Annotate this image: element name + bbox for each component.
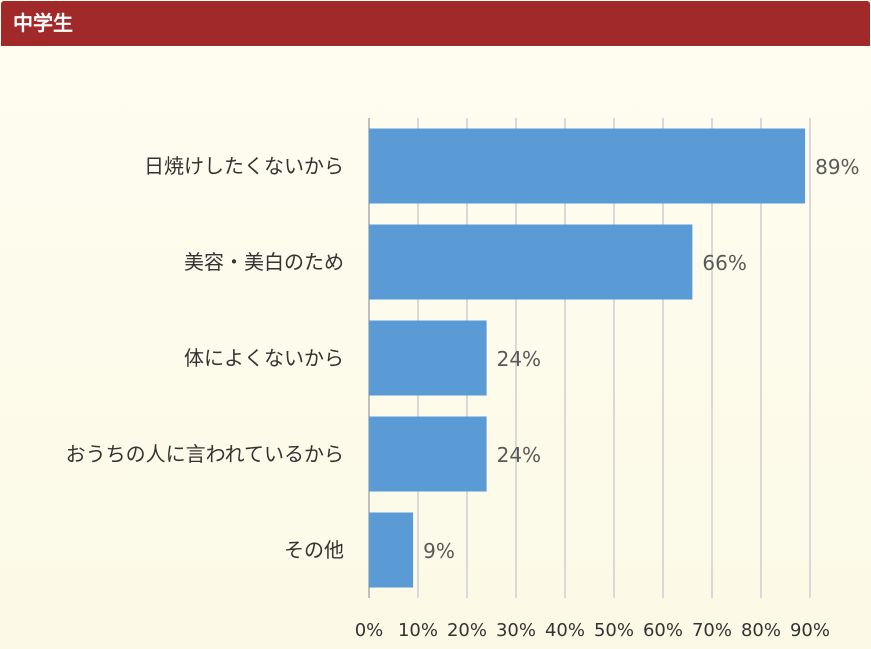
x-tick-label: 60% bbox=[643, 620, 683, 641]
x-tick-label: 50% bbox=[594, 620, 634, 641]
chart-bars bbox=[369, 128, 806, 588]
section-header: 中学生 bbox=[1, 1, 870, 46]
category-label: 美容・美白のため bbox=[184, 250, 344, 274]
category-labels: 日焼けしたくないから美容・美白のため体によくないからおうちの人に言われているから… bbox=[66, 154, 344, 562]
bar bbox=[369, 128, 806, 204]
value-labels: 89% 66% 24% 24% 9% bbox=[423, 155, 859, 563]
x-tick-label: 80% bbox=[741, 620, 781, 641]
value-label: 66% bbox=[702, 251, 746, 275]
x-tick-label: 10% bbox=[398, 620, 438, 641]
x-tick-label: 0% bbox=[355, 620, 384, 641]
x-tick-label: 70% bbox=[692, 620, 732, 641]
x-tick-label: 20% bbox=[447, 620, 487, 641]
category-label: 日焼けしたくないから bbox=[144, 154, 344, 178]
bar bbox=[369, 224, 693, 300]
value-label: 24% bbox=[497, 443, 541, 467]
x-tick-label: 90% bbox=[790, 620, 830, 641]
value-label: 9% bbox=[423, 539, 455, 563]
category-label: 体によくないから bbox=[184, 346, 344, 370]
x-axis-ticks: 0% 10% 20% 30% 40% 50% 60% 70% 80% 90% bbox=[355, 620, 830, 641]
bar bbox=[369, 416, 487, 492]
section-title: 中学生 bbox=[13, 11, 73, 35]
value-label: 24% bbox=[497, 347, 541, 371]
value-label: 89% bbox=[815, 155, 859, 179]
bar bbox=[369, 320, 487, 396]
bar bbox=[369, 512, 414, 588]
x-tick-label: 40% bbox=[545, 620, 585, 641]
category-label: その他 bbox=[284, 538, 344, 562]
x-tick-label: 30% bbox=[496, 620, 536, 641]
category-label: おうちの人に言われているから bbox=[66, 442, 344, 466]
